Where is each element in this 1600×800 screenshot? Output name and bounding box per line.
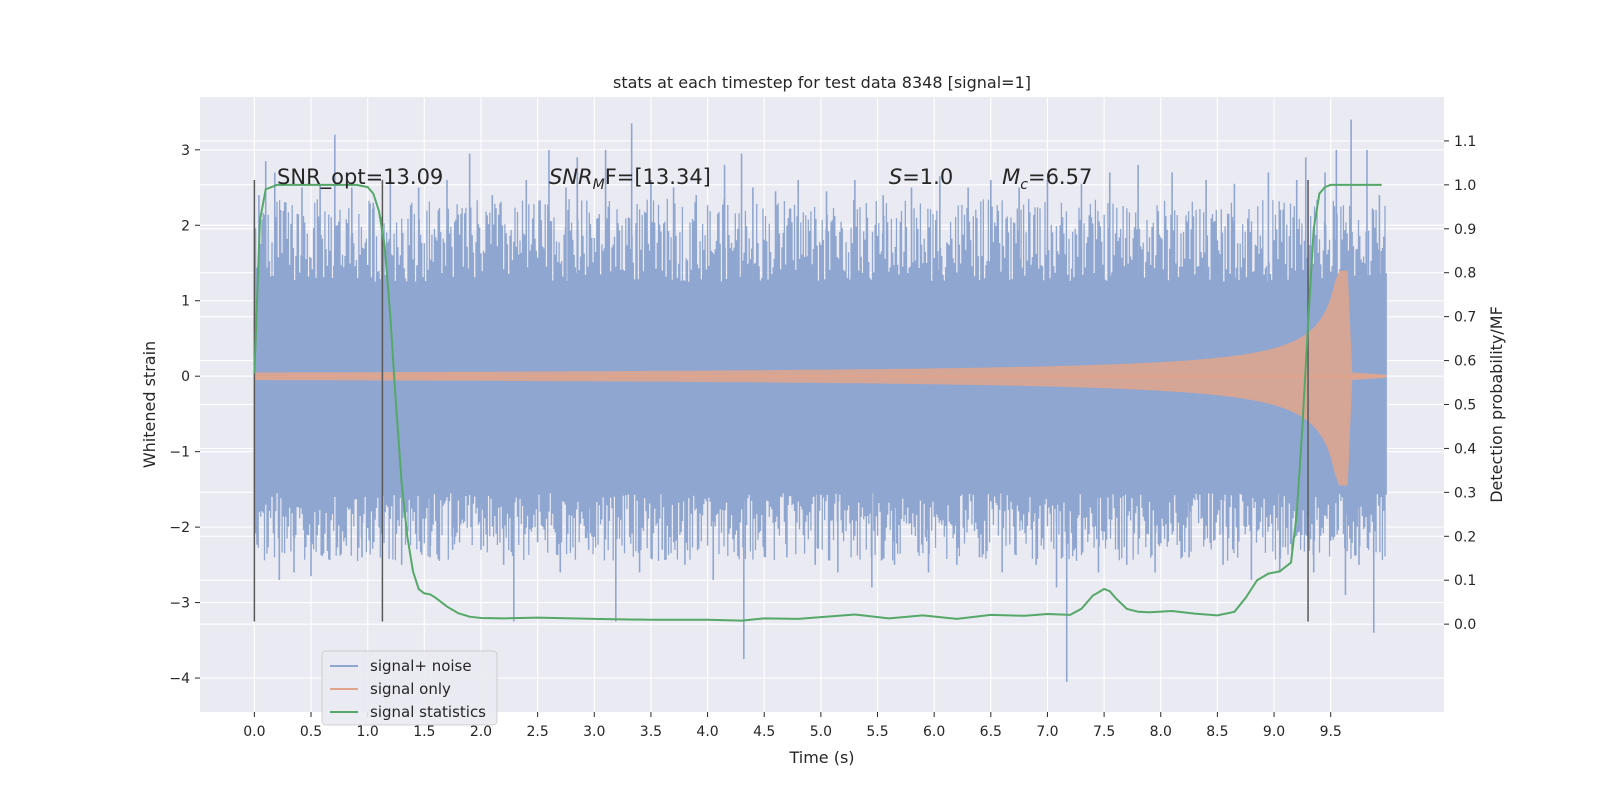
x-tick-label: 7.0 (1036, 724, 1058, 740)
y-tick-label: 0 (181, 369, 190, 385)
annotation-rest: F=[13.34] (605, 165, 711, 189)
x-tick-label: 6.5 (980, 724, 1002, 740)
y2-tick-label: 0.1 (1454, 573, 1476, 589)
annotation-subscript: M (593, 177, 605, 193)
annotation-rest: =1.0 (902, 165, 953, 189)
annotation-base: M (1002, 165, 1020, 189)
annotation-subscript: c (1020, 177, 1028, 193)
legend-label: signal+ noise (370, 657, 472, 675)
y2-tick-label: 0.9 (1454, 222, 1476, 238)
annotation-base: S (889, 165, 902, 189)
x-tick-label: 1.0 (357, 724, 379, 740)
series-signal-only (254, 270, 1387, 486)
y2-tick-label: 0.0 (1454, 617, 1476, 633)
y2-tick-label: 1.1 (1454, 134, 1476, 150)
y-tick-label: −1 (169, 445, 190, 461)
y2-tick-label: 0.2 (1454, 529, 1476, 545)
legend-label: signal statistics (370, 703, 486, 721)
x-tick-label: 8.0 (1150, 724, 1172, 740)
y-tick-label: −2 (169, 520, 190, 536)
x-tick-label: 4.0 (696, 724, 718, 740)
x-tick-label: 5.5 (866, 724, 888, 740)
y2-tick-label: 0.4 (1454, 441, 1476, 457)
y2-tick-label: 1.0 (1454, 178, 1476, 194)
y-tick-label: 1 (181, 294, 190, 310)
x-tick-label: 6.0 (923, 724, 945, 740)
y2-axis-label: Detection probability/MF (1487, 306, 1506, 503)
x-tick-label: 2.0 (470, 724, 492, 740)
annotation: S=1.0 (889, 165, 953, 189)
annotation-rest: =6.57 (1028, 165, 1092, 189)
x-tick-label: 9.5 (1320, 724, 1342, 740)
y2-tick-label: 0.3 (1454, 485, 1476, 501)
x-tick-label: 8.5 (1206, 724, 1228, 740)
y-tick-label: 3 (181, 143, 190, 159)
x-tick-label: 7.5 (1093, 724, 1115, 740)
x-tick-label: 5.0 (810, 724, 832, 740)
annotation: SNR_opt=13.09 (277, 165, 443, 190)
x-tick-label: 3.0 (583, 724, 605, 740)
x-tick-label: 9.0 (1263, 724, 1285, 740)
y-tick-label: −3 (169, 596, 190, 612)
statistics-line (253, 183, 1382, 622)
x-axis-label: Time (s) (788, 748, 854, 767)
x-tick-label: 0.0 (243, 724, 265, 740)
y-tick-label: 2 (181, 218, 190, 234)
chart-title: stats at each timestep for test data 834… (613, 73, 1031, 92)
annotation: Mc=6.57 (1002, 165, 1092, 193)
annotation: SNRMF=[13.34] (549, 165, 711, 193)
y2-tick-label: 0.6 (1454, 354, 1476, 370)
x-tick-label: 4.5 (753, 724, 775, 740)
series-signal-statistics (253, 183, 1382, 622)
y-axis-label: Whitened strain (140, 341, 159, 468)
y-tick-label: −4 (169, 671, 190, 687)
chirp-envelope (254, 270, 1387, 486)
y2-tick-label: 0.5 (1454, 398, 1476, 414)
legend: signal+ noise signal only signal statistic… (321, 650, 498, 726)
x-tick-label: 2.5 (526, 724, 548, 740)
x-tick-label: 0.5 (300, 724, 322, 740)
y2-tick-label: 0.7 (1454, 310, 1476, 326)
legend-box (321, 650, 498, 726)
y2-tick-label: 0.8 (1454, 266, 1476, 282)
annotation-base: SNR (549, 165, 593, 189)
x-tick-label: 1.5 (413, 724, 435, 740)
x-tick-label: 3.5 (640, 724, 662, 740)
legend-label: signal only (370, 680, 451, 698)
